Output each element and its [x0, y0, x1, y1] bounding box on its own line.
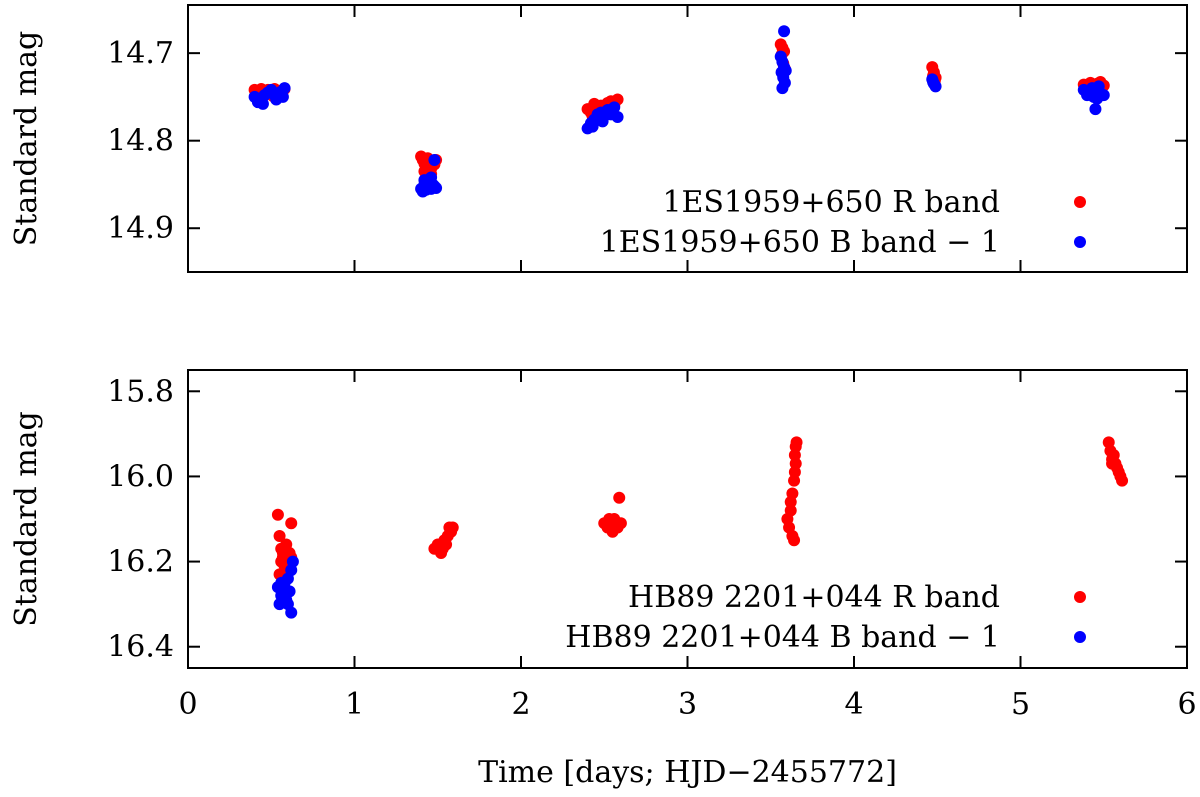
y-tick-label: 16.0: [107, 459, 174, 494]
data-point: [286, 555, 299, 568]
data-point: [275, 555, 288, 568]
series-1: [248, 38, 1110, 180]
data-point: [776, 82, 789, 95]
y-tick-label: 16.2: [107, 545, 174, 580]
legend-label: 1ES1959+650 B band − 1: [600, 225, 1000, 260]
data-point: [1089, 103, 1102, 116]
data-point: [273, 530, 286, 543]
panel-2: 15.8 16.0 16.2 16.40 1 2 3 4 5 6 Standard mag Time …: [9, 369, 1197, 790]
data-point: [603, 513, 616, 525]
data-point: [778, 25, 791, 38]
data-point: [425, 171, 438, 184]
y-tick-label: 16.4: [107, 630, 174, 665]
data-point: [596, 115, 609, 128]
data-point: [786, 487, 799, 500]
data-point: [1092, 80, 1105, 93]
y-tick-label: 14.8: [107, 124, 174, 159]
data-point: [613, 491, 626, 504]
data-point: [790, 436, 803, 449]
x-tick-label: 6: [1177, 687, 1196, 722]
y-tick-label: 14.9: [107, 211, 174, 246]
data-point: [608, 101, 621, 114]
legend-marker: [1074, 236, 1086, 248]
x-tick-label: 3: [678, 687, 697, 722]
data-point: [430, 181, 443, 194]
data-point: [784, 504, 797, 517]
data-point: [276, 90, 289, 103]
data-point: [586, 120, 599, 133]
x-tick-label: 0: [178, 687, 197, 722]
y-axis-label: Standard mag: [9, 31, 44, 247]
data-point: [285, 517, 298, 530]
x-tick-label: 2: [511, 687, 530, 722]
legend-label: 1ES1959+650 R band: [662, 185, 1000, 220]
legend-label: HB89 2201+044 R band: [628, 580, 1000, 615]
data-point: [275, 576, 288, 589]
legend-marker: [1074, 196, 1086, 208]
data-point: [428, 153, 441, 166]
x-tick-label: 4: [844, 687, 863, 722]
series-2: [271, 555, 299, 619]
data-point: [779, 64, 792, 77]
legend-label: HB89 2201+044 B band − 1: [565, 620, 1000, 655]
data-point: [927, 76, 940, 89]
data-point: [436, 542, 449, 555]
data-point: [1116, 474, 1129, 487]
y-axis-label: Standard mag: [9, 411, 44, 627]
data-point: [271, 508, 284, 521]
data-point: [611, 111, 624, 124]
data-point: [256, 97, 269, 110]
x-axis-label: Time [days; HJD−2455772]: [478, 755, 897, 790]
data-point: [278, 593, 291, 606]
legend-marker: [1074, 631, 1086, 643]
x-tick-label: 5: [1011, 687, 1030, 722]
series-1: [271, 436, 1129, 585]
legend-marker: [1074, 591, 1086, 603]
y-tick-label: 14.7: [107, 36, 174, 71]
data-point: [788, 534, 801, 547]
panel-1: 14.7 14.8 14.9 Standard mag 1ES1959+650 R ba…: [9, 4, 1188, 273]
x-tick-label: 1: [345, 687, 364, 722]
data-point: [446, 521, 459, 534]
series-2: [248, 25, 1110, 198]
y-tick-label: 15.8: [107, 374, 174, 409]
data-point: [1106, 457, 1119, 470]
data-point: [1097, 89, 1110, 102]
data-point: [614, 517, 627, 530]
